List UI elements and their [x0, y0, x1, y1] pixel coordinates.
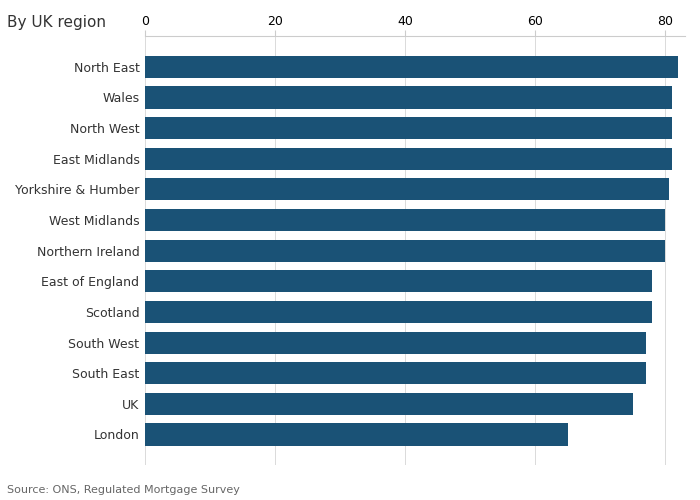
Bar [145, 209, 666, 231]
Bar [145, 424, 568, 446]
Text: Source: ONS, Regulated Mortgage Survey: Source: ONS, Regulated Mortgage Survey [7, 485, 240, 495]
Bar [145, 332, 646, 353]
Bar [145, 86, 672, 108]
Bar [145, 178, 668, 201]
Bar [145, 240, 666, 262]
Bar [145, 301, 652, 323]
Bar [145, 270, 652, 292]
Bar [145, 148, 672, 170]
Bar [145, 362, 646, 384]
Bar [145, 117, 672, 139]
Text: By UK region: By UK region [7, 15, 106, 30]
Bar [145, 56, 678, 78]
Bar [145, 393, 633, 415]
